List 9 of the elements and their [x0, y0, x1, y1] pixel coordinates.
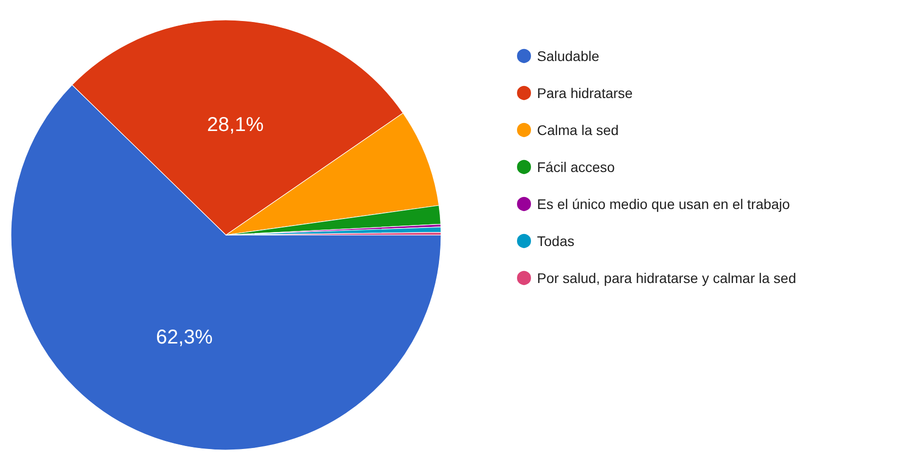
data-label: 62,3%	[156, 326, 213, 348]
legend-label: Por salud, para hidratarse y calmar la sed	[537, 270, 796, 286]
legend-label: Todas	[537, 233, 574, 249]
legend-label: Calma la sed	[537, 122, 619, 138]
legend-label: Para hidratarse	[537, 85, 633, 101]
legend-label: Fácil acceso	[537, 159, 616, 175]
data-label: 28,1%	[207, 114, 264, 136]
legend-label: Es el único medio que usan en el trabajo	[537, 196, 790, 212]
legend-label: Saludable	[537, 48, 600, 64]
